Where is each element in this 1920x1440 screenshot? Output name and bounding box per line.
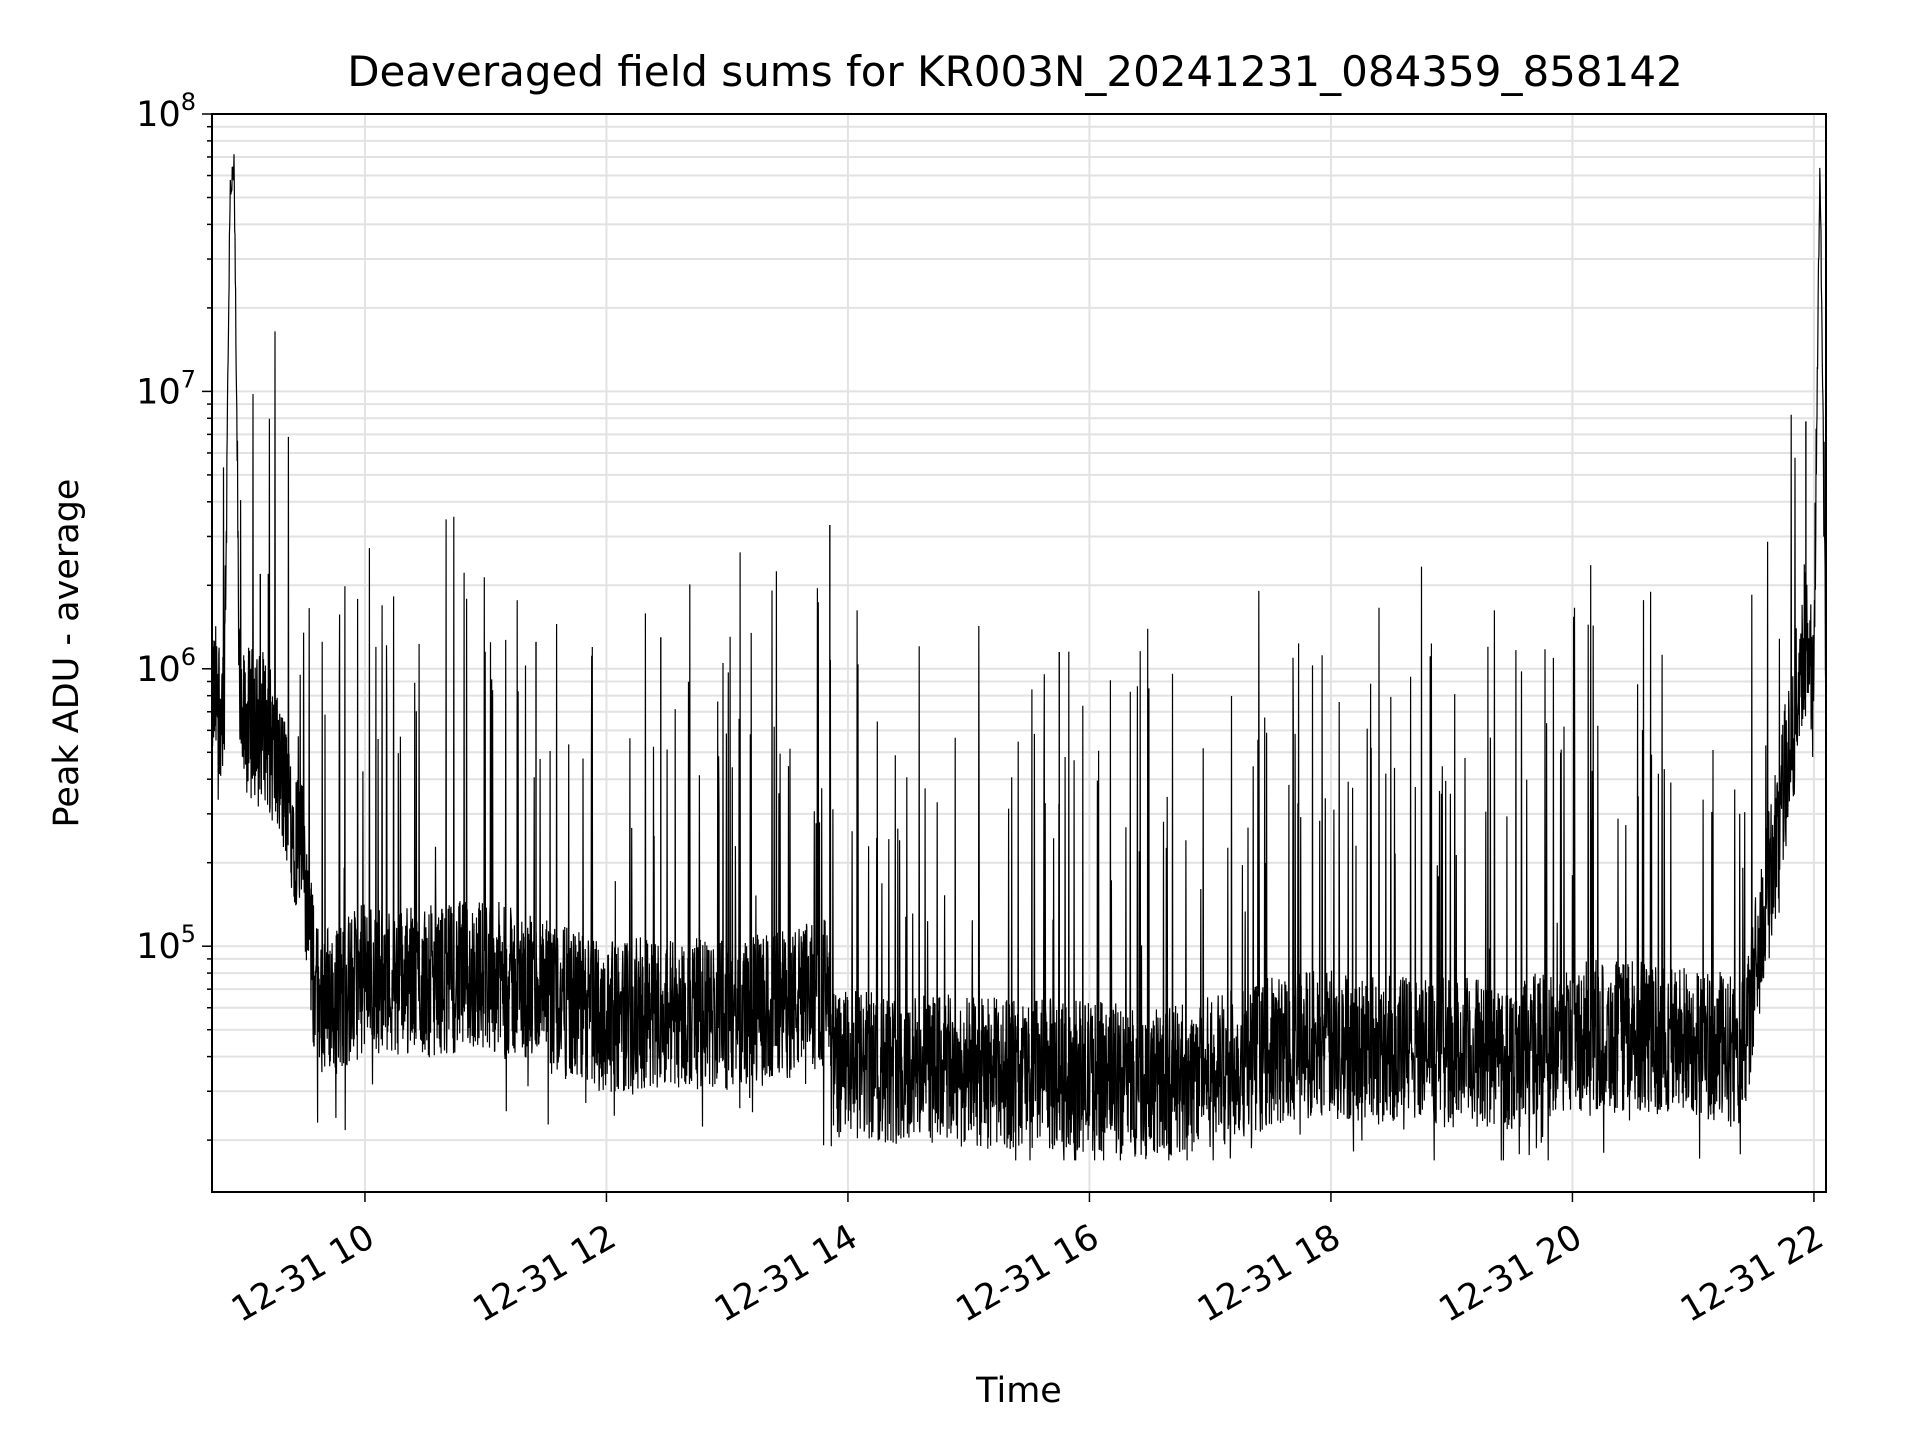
y-tick-label: 107 bbox=[136, 365, 196, 412]
y-tick-exponent: 5 bbox=[181, 920, 196, 948]
y-tick-base: 10 bbox=[136, 372, 181, 412]
y-axis-label: Peak ADU - average bbox=[47, 479, 87, 828]
y-tick-exponent: 6 bbox=[181, 643, 196, 671]
y-tick-exponent: 8 bbox=[181, 88, 196, 116]
y-tick-label: 106 bbox=[136, 643, 196, 690]
series-line bbox=[211, 154, 1827, 1161]
series-layer bbox=[211, 154, 1827, 1161]
y-tick-base: 10 bbox=[136, 95, 181, 135]
y-tick-base: 10 bbox=[136, 650, 181, 690]
chart-title: Deaveraged field sums for KR003N_2024123… bbox=[347, 47, 1683, 96]
y-tick-base: 10 bbox=[136, 927, 181, 967]
plot-frame bbox=[211, 113, 1827, 1193]
y-tick-label: 105 bbox=[136, 920, 196, 967]
y-tick-label: 108 bbox=[136, 88, 196, 135]
x-axis-label: Time bbox=[975, 1371, 1062, 1411]
y-tick-exponent: 7 bbox=[181, 365, 196, 393]
